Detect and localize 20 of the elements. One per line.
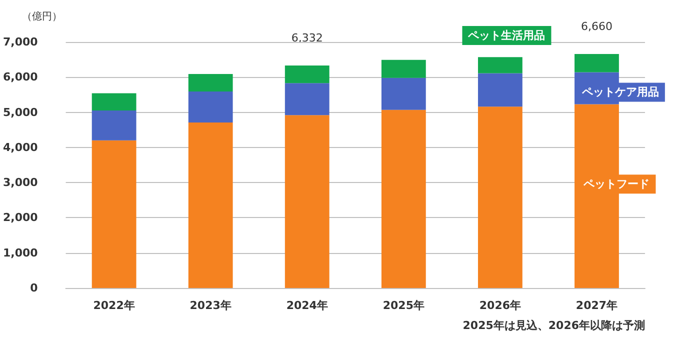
x-tick-label: 2026年 xyxy=(479,299,522,312)
y-tick-label: 6,000 xyxy=(2,70,38,84)
x-tick-label: 2023年 xyxy=(190,299,232,312)
y-axis-title: （億円） xyxy=(22,10,62,22)
y-tick-label: 7,000 xyxy=(2,36,38,48)
x-tick-label: 2022年 xyxy=(93,299,135,312)
y-tick-label: 2,000 xyxy=(2,211,38,224)
y-tick-label: 4,000 xyxy=(2,140,38,154)
x-tick-label: 2027年 xyxy=(576,299,618,312)
series-label: ペットフード xyxy=(582,178,650,191)
total-label: 6,332 xyxy=(291,32,323,45)
y-tick-label: 1,000 xyxy=(2,246,38,260)
x-tick-label: 2024年 xyxy=(286,299,328,312)
series-label: ペット生活用品 xyxy=(467,28,546,42)
text: 2025年は見込、2026年以降は予測 xyxy=(462,319,646,332)
y-tick-label: 5,000 xyxy=(2,106,38,119)
x-tick-label: 2025年 xyxy=(382,299,424,312)
y-tick-label: 3,000 xyxy=(2,176,38,190)
y-tick-label: 0 xyxy=(30,282,38,294)
total-label: 6,660 xyxy=(580,20,612,33)
